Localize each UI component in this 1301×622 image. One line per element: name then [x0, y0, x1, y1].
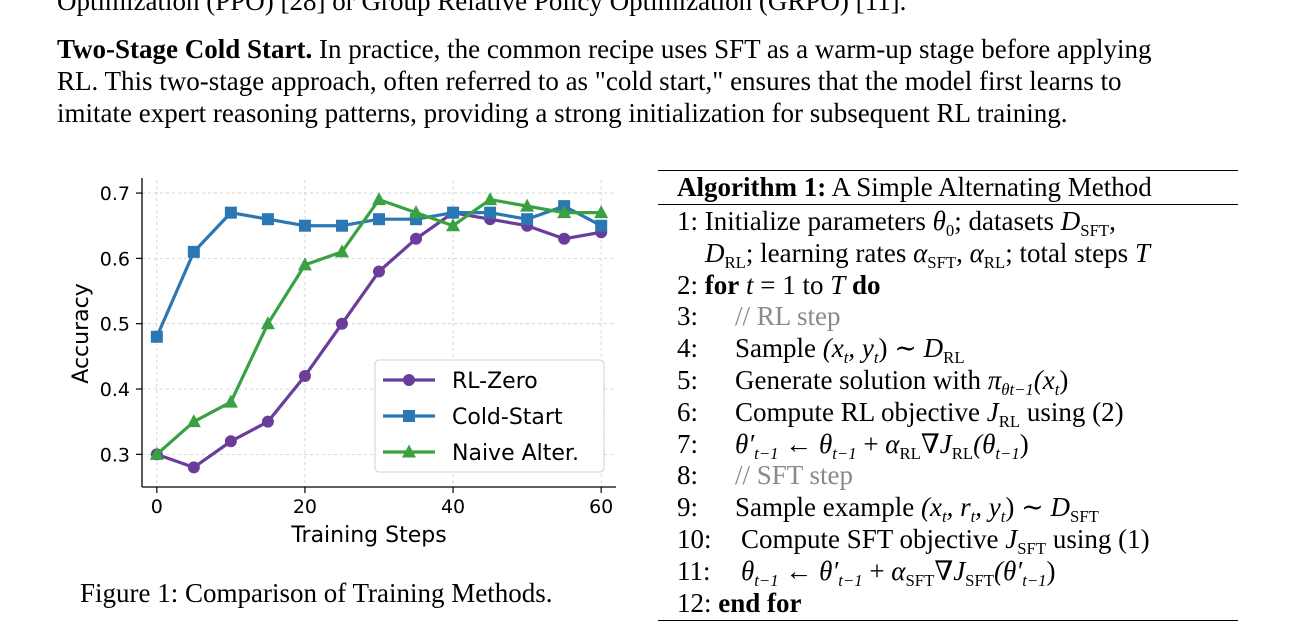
- data-point: [595, 219, 608, 232]
- legend-entry: Cold-Start: [383, 405, 563, 430]
- algorithm-line-4: 4: Sample (xt, yt) ∼ DRL: [677, 333, 965, 368]
- data-point: [558, 232, 571, 245]
- paragraph-line-2: RL. This two-stage approach, often refer…: [57, 66, 1122, 96]
- y-axis-label: Accuracy: [69, 283, 94, 383]
- data-point: [594, 205, 609, 219]
- y-tick-label: 0.4: [100, 379, 130, 401]
- data-point: [261, 213, 274, 226]
- data-point: [373, 213, 385, 226]
- legend-marker: [403, 410, 415, 422]
- y-tick-label: 0.3: [100, 444, 130, 466]
- accuracy-chart-figure: 0 20 40 60 0.3 0.4 0.5 0.6 0.7 Training Steps Accu…: [60, 165, 630, 565]
- data-point: [187, 245, 200, 258]
- paragraph-heading: Two-Stage Cold Start.: [57, 34, 313, 64]
- data-point: [334, 244, 349, 258]
- algorithm-line-1-cont: DRL; learning rates αSFT, αRL; total ste…: [705, 237, 1150, 272]
- figure-caption: Figure 1: Comparison of Training Methods…: [80, 578, 553, 608]
- data-point: [372, 192, 386, 206]
- data-point: [521, 213, 534, 226]
- data-point: [298, 369, 311, 382]
- cold-start-paragraph: Two-Stage Cold Start. In practice, the c…: [57, 33, 1247, 129]
- paragraph-line-1: Two-Stage Cold Start. In practice, the c…: [57, 33, 1247, 65]
- algorithm-line-8: 8:// SFT step: [677, 460, 854, 491]
- paragraph-line-1-text: In practice, the common recipe uses SFT …: [312, 34, 1152, 64]
- data-point: [520, 198, 535, 212]
- algorithm-line-7: 7: θ′t−1 ← θt−1 + αRL∇JRL(θt−1): [677, 428, 1029, 463]
- x-tick-label: 20: [293, 496, 317, 518]
- previous-paragraph-line: Optimization (PPO) [28] or Group Relativ…: [57, 0, 907, 16]
- legend-entry: RL-Zero: [383, 369, 538, 394]
- legend-label: RL-Zero: [452, 369, 538, 394]
- series-cold-start: [150, 200, 608, 343]
- algorithm-line-6: 6: Compute RL objective JRL using (2): [677, 396, 1124, 431]
- data-point: [149, 446, 164, 460]
- x-tick-label: 0: [151, 496, 163, 518]
- algorithm-line-3: 3:// RL step: [677, 301, 841, 332]
- series-naive-alter: [149, 192, 609, 460]
- x-tick-label: 60: [589, 496, 613, 518]
- chart-axes: 0 20 40 60 0.3 0.4 0.5 0.6 0.7 Training Steps Accu…: [69, 178, 616, 548]
- algorithm-line-1: 1: Initialize parameters θ0; datasets DS…: [677, 206, 1116, 240]
- data-point: [223, 394, 238, 408]
- legend-marker: [403, 374, 415, 386]
- data-point: [186, 414, 201, 428]
- paragraph-line-3: imitate expert reasoning patterns, provi…: [57, 98, 1068, 128]
- legend-label: Naive Alter.: [452, 441, 579, 466]
- legend-marker: [402, 444, 416, 458]
- data-point: [261, 415, 274, 428]
- y-tick-label: 0.7: [100, 183, 130, 205]
- data-point: [297, 257, 312, 271]
- data-point: [335, 219, 348, 232]
- data-point: [483, 192, 498, 206]
- legend-box: [374, 359, 605, 473]
- data-point: [447, 206, 460, 219]
- algorithm-line-5: 5: Generate solution with πθt−1(xt): [677, 364, 1069, 399]
- data-point: [150, 330, 163, 343]
- chart-legend: RL-Zero Cold-Start Naive Alter.: [374, 359, 605, 473]
- data-point: [557, 205, 572, 219]
- algorithm-line-2: 2: for t = 1 to T do: [677, 269, 881, 300]
- data-point: [446, 218, 461, 232]
- data-point: [260, 316, 275, 330]
- data-point: [410, 232, 423, 245]
- x-axis-label: Training Steps: [290, 523, 446, 548]
- algorithm-box: Algorithm 1: A Simple Alternating Method…: [658, 170, 1238, 622]
- data-point: [484, 206, 497, 219]
- data-point: [373, 265, 385, 278]
- data-point: [298, 219, 311, 232]
- algorithm-line-11: 11: θt−1 ← θ′t−1 + αSFT∇JSFT(θ′t−1): [677, 555, 1056, 590]
- data-point: [224, 435, 237, 448]
- accuracy-chart: 0 20 40 60 0.3 0.4 0.5 0.6 0.7 Training Steps Accu…: [69, 178, 616, 548]
- y-tick-label: 0.5: [100, 314, 130, 336]
- y-tick-label: 0.6: [100, 248, 130, 270]
- data-point: [409, 205, 424, 219]
- data-point: [224, 206, 237, 219]
- legend-entry: Naive Alter.: [383, 441, 579, 466]
- data-point: [335, 317, 348, 330]
- algorithm-title: Algorithm 1: A Simple Alternating Method: [677, 172, 1152, 202]
- x-tick-label: 40: [441, 496, 465, 518]
- algorithm-line-9: 9: Sample example (xt, rt, yt) ∼ DSFT: [677, 492, 1099, 527]
- algorithm-line-10: 10: Compute SFT objective JSFT using (1): [677, 523, 1150, 558]
- data-point: [187, 461, 200, 474]
- algorithm-line-12: 12: end for: [677, 587, 802, 618]
- legend-label: Cold-Start: [452, 405, 563, 430]
- chart-series: [149, 192, 609, 474]
